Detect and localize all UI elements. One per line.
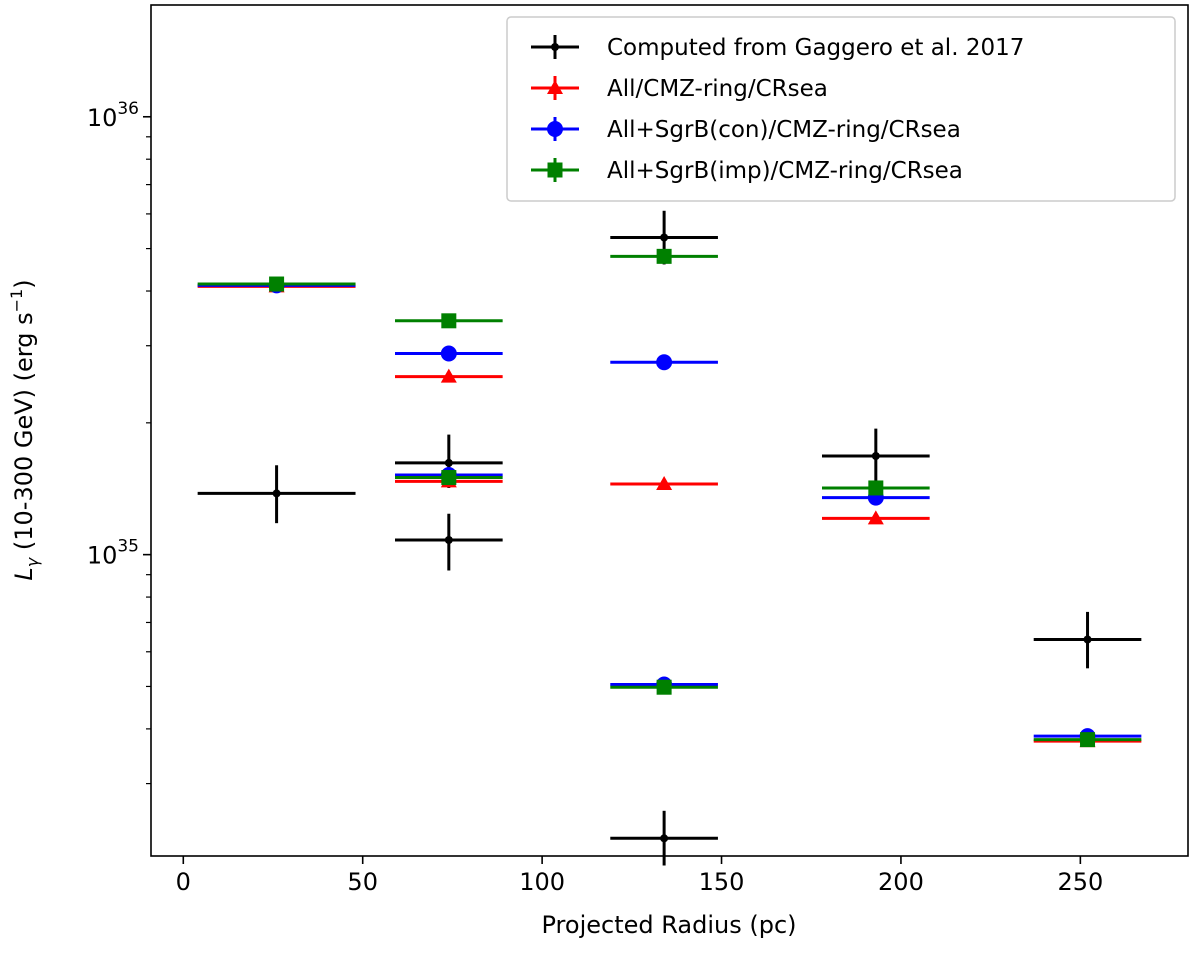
data-point <box>656 248 672 264</box>
x-tick-label: 100 <box>519 868 565 896</box>
y-axis-label-main: L <box>10 567 38 580</box>
data-point <box>444 536 453 545</box>
legend-marker <box>547 121 563 137</box>
data-point <box>444 458 453 467</box>
y-tick-label: 1036 <box>87 99 139 132</box>
legend: Computed from Gaggero et al. 2017 All/CMZ… <box>506 16 1176 202</box>
x-tick-label: 150 <box>699 868 745 896</box>
data-point <box>1080 732 1096 748</box>
x-tick-label: 200 <box>878 868 924 896</box>
series-2 <box>197 277 1142 745</box>
plot-area-frame <box>150 4 1189 857</box>
axis-ticks: 0 50 100 150 200 250 1035 1036 <box>87 99 1103 896</box>
data-point <box>871 451 880 460</box>
data-point <box>440 345 457 362</box>
y-axis-label-close: ) <box>10 279 38 288</box>
data-point <box>441 313 457 329</box>
x-tick-label: 0 <box>176 868 191 896</box>
data-point <box>441 470 457 486</box>
legend-label: All+SgrB(con)/CMZ-ring/CRsea <box>607 117 961 143</box>
series-1 <box>197 278 1142 748</box>
data-point <box>867 510 884 525</box>
legend-label: All/CMZ-ring/CRsea <box>607 76 828 102</box>
data-point <box>656 679 672 695</box>
y-tick-label: 1035 <box>87 537 139 570</box>
data-point <box>269 276 285 292</box>
legend-marker <box>547 80 563 94</box>
y-axis-label-sub: γ <box>23 556 42 567</box>
y-axis-label-sup: −1 <box>7 289 26 313</box>
series-layer <box>197 210 1142 866</box>
data-point <box>868 480 884 496</box>
legend-label: Computed from Gaggero et al. 2017 <box>607 35 1024 61</box>
y-axis-label-rest: (10-300 GeV) (erg s <box>10 312 38 557</box>
x-tick-label: 250 <box>1057 868 1103 896</box>
legend-marker <box>551 43 559 51</box>
data-point <box>660 834 669 843</box>
series-0 <box>197 210 1142 866</box>
data-point <box>272 489 281 498</box>
y-axis-label: Lγ (10-300 GeV) (erg s−1) <box>7 279 42 580</box>
legend-label: All+SgrB(imp)/CMZ-ring/CRsea <box>607 158 963 184</box>
data-point <box>440 368 457 383</box>
series-3 <box>197 248 1142 748</box>
data-point <box>656 475 673 490</box>
x-axis-label: Projected Radius (pc) <box>542 911 797 939</box>
data-point <box>660 233 669 242</box>
x-tick-label: 50 <box>347 868 378 896</box>
data-point <box>656 354 673 371</box>
data-point <box>1083 635 1092 644</box>
legend-marker <box>547 162 563 178</box>
legend-box <box>506 16 1176 202</box>
